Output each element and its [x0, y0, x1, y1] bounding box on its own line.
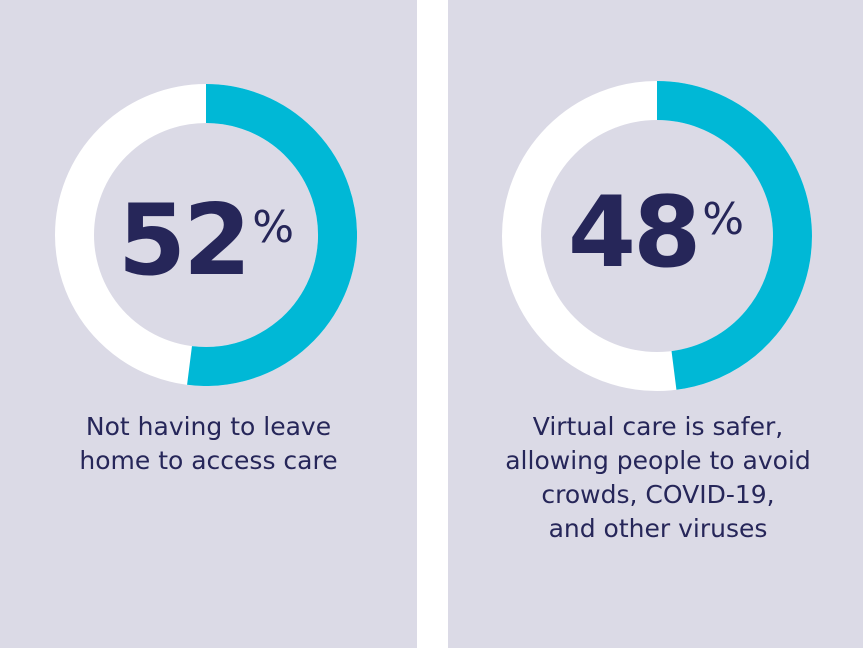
stat-number: 52 — [117, 184, 251, 298]
stat-value-right: 48 % — [502, 184, 810, 282]
stat-panel-right: 48 % Virtual care is safer, allowing peo… — [448, 0, 863, 648]
caption-line: home to access care — [79, 446, 338, 475]
stat-number: 48 — [567, 176, 701, 290]
caption-line: allowing people to avoid — [505, 446, 811, 475]
donut-chart-right — [502, 81, 812, 391]
stat-caption-left: Not having to leave home to access care — [20, 410, 397, 478]
donut-chart-left — [55, 84, 357, 386]
percent-sign: % — [702, 194, 745, 245]
stat-value-left: 52 % — [55, 192, 357, 290]
caption-line: Virtual care is safer, — [532, 412, 784, 441]
caption-line: and other viruses — [548, 514, 768, 543]
donut-value-arc — [656, 81, 812, 390]
stat-caption-right: Virtual care is safer, allowing people t… — [468, 410, 848, 546]
donut-value-arc — [187, 84, 357, 386]
percent-sign: % — [252, 202, 295, 253]
caption-line: Not having to leave — [85, 412, 332, 441]
caption-line: crowds, COVID-19, — [541, 480, 775, 509]
stat-panel-left: 52 % Not having to leave home to access … — [0, 0, 417, 648]
